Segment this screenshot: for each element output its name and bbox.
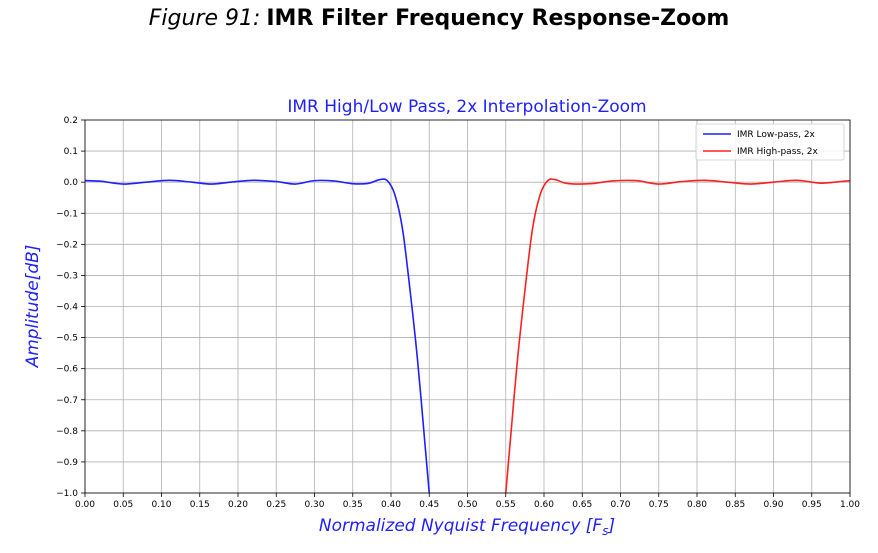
series-lines bbox=[84, 178, 851, 494]
x-tick-label: 0.10 bbox=[151, 500, 171, 510]
figure-caption: Figure 91: IMR Filter Frequency Response-… bbox=[0, 6, 878, 31]
legend-label-low-pass: IMR Low-pass, 2x bbox=[737, 130, 816, 140]
x-tick-label: 0.20 bbox=[228, 500, 248, 510]
x-tick-label: 0.65 bbox=[572, 500, 592, 510]
x-tick-label: 0.40 bbox=[381, 500, 401, 510]
y-tick-label: −0.1 bbox=[56, 209, 78, 219]
x-tick-label: 0.50 bbox=[457, 500, 477, 510]
x-tick-label: 0.05 bbox=[113, 500, 133, 510]
figure-label: Figure 91: bbox=[148, 6, 261, 31]
x-tick-label: 0.25 bbox=[266, 500, 286, 510]
x-tick-label: 0.75 bbox=[649, 500, 669, 510]
x-axis-ticks: 0.00 0.05 0.10 0.15 0.20 0.25 0.30 0.35 0.40 0.45… bbox=[75, 493, 860, 510]
x-tick-label: 1.00 bbox=[840, 500, 860, 510]
series-line-high-pass bbox=[504, 178, 851, 494]
y-tick-label: −0.2 bbox=[56, 240, 78, 250]
grid bbox=[84, 119, 851, 494]
x-tick-label: 0.00 bbox=[75, 500, 95, 510]
y-tick-label: −0.7 bbox=[56, 396, 78, 406]
legend-label-high-pass: IMR High-pass, 2x bbox=[737, 147, 819, 157]
y-tick-label: −1.0 bbox=[56, 489, 78, 499]
x-tick-label: 0.55 bbox=[496, 500, 516, 510]
x-tick-label: 0.80 bbox=[687, 500, 707, 510]
chart-title: IMR High/Low Pass, 2x Interpolation-Zoom bbox=[287, 97, 646, 117]
x-tick-label: 0.45 bbox=[419, 500, 439, 510]
x-tick-label: 0.85 bbox=[725, 500, 745, 510]
x-tick-label: 0.95 bbox=[802, 500, 822, 510]
y-tick-label: 0.1 bbox=[64, 147, 78, 157]
x-tick-label: 0.15 bbox=[190, 500, 210, 510]
y-tick-label: 0.2 bbox=[64, 116, 78, 126]
y-axis-label: Amplitude[dB] bbox=[23, 245, 43, 369]
x-axis-label: Normalized Nyquist Frequency [Fs] bbox=[319, 516, 615, 538]
legend: IMR Low-pass, 2x IMR High-pass, 2x bbox=[695, 123, 845, 161]
series-line-low-pass bbox=[84, 178, 431, 494]
x-tick-label: 0.35 bbox=[343, 500, 363, 510]
y-tick-label: −0.8 bbox=[56, 427, 78, 437]
x-axis-label-sub: s bbox=[602, 524, 608, 538]
x-axis-label-main: Normalized Nyquist Frequency [F bbox=[319, 516, 603, 536]
figure-title: IMR Filter Frequency Response-Zoom bbox=[266, 6, 730, 31]
y-tick-label: −0.4 bbox=[56, 303, 78, 313]
y-tick-label: −0.3 bbox=[56, 271, 78, 281]
x-tick-label: 0.60 bbox=[534, 500, 554, 510]
legend-box bbox=[695, 123, 845, 161]
y-tick-label: 0.0 bbox=[64, 178, 79, 188]
x-axis-label-end: ] bbox=[607, 516, 615, 536]
y-tick-label: −0.5 bbox=[56, 334, 78, 344]
y-tick-label: −0.9 bbox=[56, 458, 78, 468]
x-tick-label: 0.90 bbox=[763, 500, 783, 510]
y-axis-ticks: 0.2 0.1 0.0 −0.1 −0.2 −0.3 −0.4 −0.5 −0.6 −0.7 −0.… bbox=[56, 116, 85, 499]
x-tick-label: 0.70 bbox=[610, 500, 630, 510]
y-tick-label: −0.6 bbox=[56, 365, 78, 375]
x-tick-label: 0.30 bbox=[304, 500, 324, 510]
